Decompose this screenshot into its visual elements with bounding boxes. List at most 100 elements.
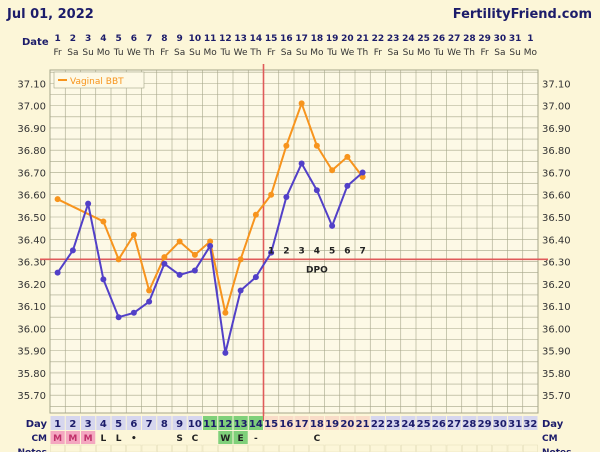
notes-cell — [202, 444, 218, 452]
date-number: 3 — [85, 34, 91, 44]
cm-value: L — [101, 434, 107, 444]
weekday-label: Tu — [219, 48, 230, 58]
day-cell — [96, 416, 111, 430]
data-point-2 — [115, 314, 122, 321]
day-cell — [142, 416, 157, 430]
data-point-2 — [252, 274, 259, 281]
y-tick-label-right: 36.90 — [542, 124, 571, 135]
y-tick-label-right: 36.60 — [542, 191, 571, 202]
day-cell — [294, 416, 309, 430]
day-cell — [340, 416, 355, 430]
day-number: 22 — [371, 419, 385, 430]
date-number: 13 — [234, 34, 247, 44]
cm-cell — [370, 431, 385, 444]
y-tick-label-left: 36.50 — [17, 213, 46, 224]
day-number: 7 — [146, 419, 153, 430]
day-cell — [218, 416, 233, 430]
day-number: 6 — [130, 419, 137, 430]
date-number: 17 — [295, 34, 308, 44]
notes-cell — [248, 444, 264, 452]
cm-cell — [355, 431, 370, 444]
date-number: 21 — [356, 34, 369, 44]
data-point-2 — [130, 309, 137, 316]
y-tick-label-left: 37.00 — [17, 102, 46, 113]
cm-cell — [65, 431, 80, 444]
y-tick-label-left: 36.20 — [17, 280, 46, 291]
cm-value: C — [314, 434, 321, 444]
notes-cell — [477, 444, 492, 452]
data-point-1 — [268, 191, 275, 198]
notes-cell — [126, 444, 142, 452]
cm-cell — [309, 431, 324, 444]
day-number: 20 — [340, 419, 354, 430]
day-cell — [111, 416, 126, 430]
notes-cell — [462, 444, 477, 452]
day-number: 32 — [523, 419, 537, 430]
cm-value: • — [131, 434, 137, 444]
day-number: 9 — [176, 419, 183, 430]
notes-cell — [523, 444, 538, 452]
cm-cell — [81, 431, 96, 444]
day-number: 26 — [432, 419, 446, 430]
data-point-2 — [161, 260, 168, 267]
date-number: 27 — [448, 34, 461, 44]
cm-cell — [294, 431, 309, 444]
temperature-series — [54, 100, 366, 356]
data-point-1 — [100, 218, 107, 225]
cm-cell — [431, 431, 446, 444]
date-number: 6 — [131, 34, 137, 44]
notes-cell — [340, 444, 355, 452]
cm-cell — [157, 431, 172, 444]
data-point-1 — [252, 211, 259, 218]
cm-cell — [233, 431, 248, 444]
notes-cell — [507, 444, 523, 452]
dpo-number: 5 — [329, 246, 335, 256]
weekday-label: Fr — [54, 48, 63, 58]
cm-cell — [340, 431, 355, 444]
weekday-label: Sa — [67, 48, 78, 58]
day-number: 18 — [310, 419, 324, 430]
weekday-label: Fr — [481, 48, 490, 58]
date-number: 11 — [204, 34, 217, 44]
cm-cell — [401, 431, 416, 444]
notes-row-label: Notes — [18, 448, 47, 452]
data-point-2 — [176, 271, 183, 278]
notes-cell — [294, 444, 309, 452]
bottom-rows: DayDayCMCMNotesNotes1M2M3M4L5L6•789S10C1… — [18, 416, 571, 452]
cm-cell — [126, 431, 141, 444]
cm-cell — [187, 431, 202, 444]
day-row-label-right: Day — [542, 419, 564, 430]
day-number: 30 — [493, 419, 507, 430]
day-cell — [462, 416, 477, 430]
data-point-1 — [161, 254, 168, 261]
y-tick-label-right: 35.70 — [542, 391, 571, 402]
day-cell — [157, 416, 172, 430]
day-cell — [492, 416, 507, 430]
notes-cell — [187, 444, 203, 452]
data-point-1 — [344, 153, 351, 160]
notes-row-label-right: Notes — [542, 448, 571, 452]
dpo-markers: 1 2 3 4 5 6 7 DPO — [268, 246, 366, 275]
notes-cell — [157, 444, 172, 452]
day-number: 13 — [234, 419, 248, 430]
day-number: 24 — [401, 419, 415, 430]
date-number: 16 — [280, 34, 293, 44]
data-point-2 — [283, 193, 290, 200]
date-number: 28 — [463, 34, 476, 44]
data-point-2 — [146, 298, 153, 305]
brand-name[interactable]: FertilityFriend.com — [452, 7, 592, 22]
cm-value: L — [116, 434, 122, 444]
weekday-label: Sa — [494, 48, 505, 58]
date-number: 10 — [189, 34, 202, 44]
y-tick-label-left: 36.40 — [17, 235, 46, 246]
y-tick-label-left: 36.80 — [17, 146, 46, 157]
day-cell — [508, 416, 523, 430]
notes-cell — [50, 444, 65, 452]
notes-cell — [172, 444, 187, 452]
cm-value: - — [254, 434, 258, 444]
chart-legend: Vaginal BBT — [53, 71, 145, 89]
day-number: 23 — [386, 419, 400, 430]
cm-value: C — [192, 434, 199, 444]
cm-cell — [416, 431, 431, 444]
